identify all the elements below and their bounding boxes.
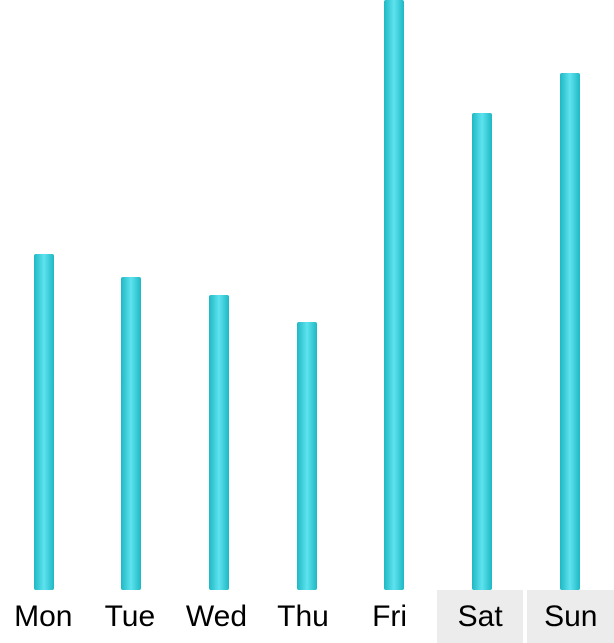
bar-wed [209,295,229,590]
axis-label-mon: Mon [0,590,87,643]
axis-label-sun: Sun [527,590,614,643]
plot-area [0,0,614,590]
bar-sun [560,73,580,590]
bar-mon [34,254,54,590]
axis-label-wed: Wed [173,590,260,643]
axis-label-sat: Sat [437,590,524,643]
weekday-bar-chart: Mon Tue Wed Thu Fri Sat Sun [0,0,614,643]
x-axis: Mon Tue Wed Thu Fri Sat Sun [0,590,614,643]
bar-thu [297,322,317,590]
bar-fri [384,0,404,590]
axis-label-fri: Fri [346,590,433,643]
axis-label-tue: Tue [87,590,174,643]
bar-sat [472,113,492,590]
axis-label-thu: Thu [260,590,347,643]
bar-tue [121,277,141,590]
